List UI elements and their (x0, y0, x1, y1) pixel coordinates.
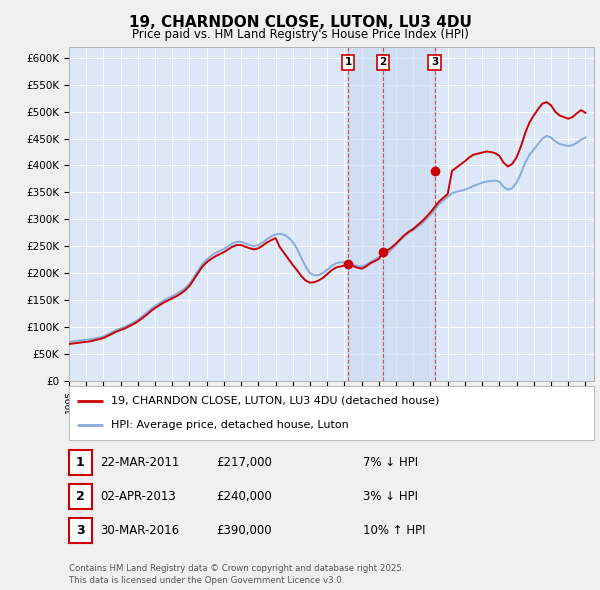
Bar (348, 47, 434, 381)
Text: 7% ↓ HPI: 7% ↓ HPI (363, 455, 418, 469)
Text: 10% ↑ HPI: 10% ↑ HPI (363, 524, 425, 537)
Text: 1: 1 (344, 57, 352, 67)
Text: 3: 3 (76, 524, 85, 537)
Text: HPI: Average price, detached house, Luton: HPI: Average price, detached house, Luto… (111, 420, 349, 430)
Text: 30-MAR-2016: 30-MAR-2016 (100, 524, 179, 537)
Text: 2: 2 (380, 57, 387, 67)
Text: 1: 1 (76, 455, 85, 469)
Text: 19, CHARNDON CLOSE, LUTON, LU3 4DU: 19, CHARNDON CLOSE, LUTON, LU3 4DU (128, 15, 472, 30)
Text: 3% ↓ HPI: 3% ↓ HPI (363, 490, 418, 503)
Text: Contains HM Land Registry data © Crown copyright and database right 2025.
This d: Contains HM Land Registry data © Crown c… (69, 564, 404, 585)
Text: 19, CHARNDON CLOSE, LUTON, LU3 4DU (detached house): 19, CHARNDON CLOSE, LUTON, LU3 4DU (deta… (111, 396, 439, 406)
Text: 22-MAR-2011: 22-MAR-2011 (100, 455, 179, 469)
Text: £390,000: £390,000 (216, 524, 272, 537)
Text: 3: 3 (431, 57, 438, 67)
Text: 2: 2 (76, 490, 85, 503)
Text: £217,000: £217,000 (216, 455, 272, 469)
Text: 02-APR-2013: 02-APR-2013 (100, 490, 176, 503)
Text: £240,000: £240,000 (216, 490, 272, 503)
Text: Price paid vs. HM Land Registry's House Price Index (HPI): Price paid vs. HM Land Registry's House … (131, 28, 469, 41)
